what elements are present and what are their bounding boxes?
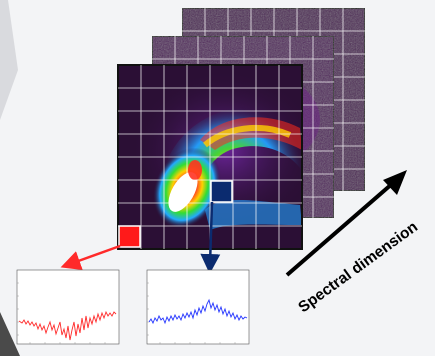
blue-spectrum-plot [146, 269, 250, 345]
red-pixel-marker [118, 225, 141, 248]
blue-pixel-marker [210, 180, 233, 203]
spectral-dimension-label: Spectral dimension [295, 218, 421, 316]
spectral-frame-front [117, 64, 303, 250]
arrow-icon [383, 170, 407, 195]
background-shadow-bottom [0, 312, 20, 356]
spectral-axis-line [285, 181, 395, 277]
red-spectrum-arrow [60, 244, 121, 271]
blue-spectrum-arrow [200, 201, 221, 274]
background-shadow-top [0, 0, 18, 120]
red-spectrum-plot [16, 269, 120, 345]
